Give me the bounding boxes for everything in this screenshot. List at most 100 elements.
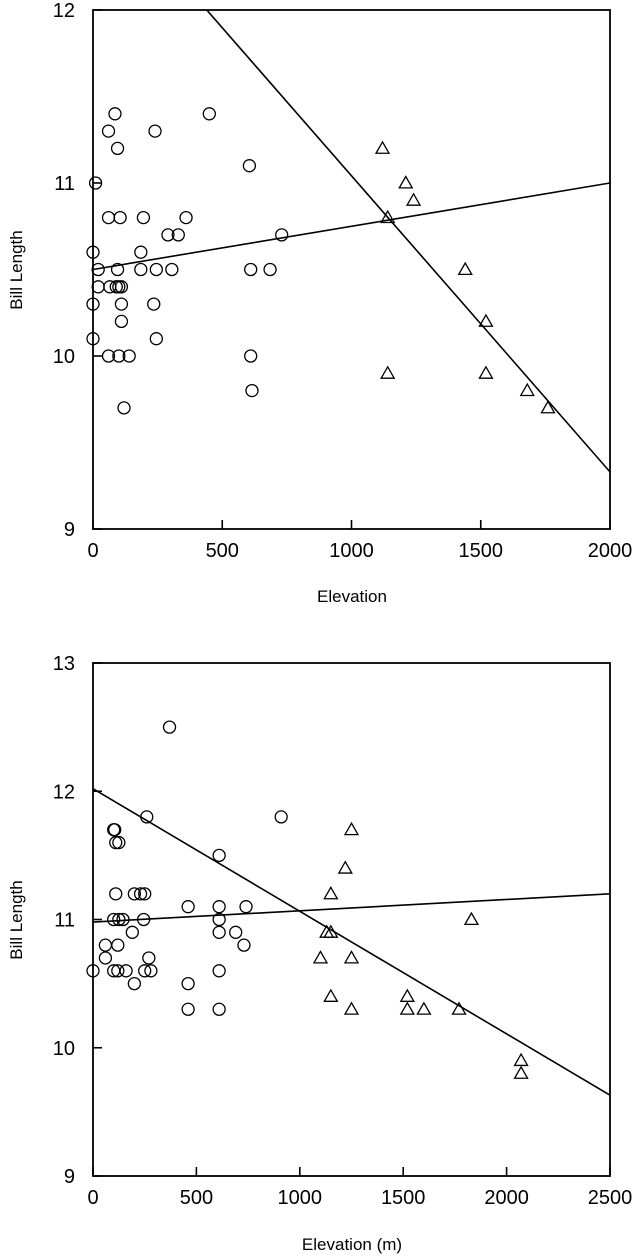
x-tick-label: 500 [180,1187,213,1209]
y-axis-label: Bill Length [7,230,26,309]
y-tick-label: 9 [64,1166,75,1188]
fit-lines [93,787,610,1096]
chart-elevation-m-vs-bill-length: Bill Length Elevation (m) 0 500 1000 1500 20… [7,653,632,1254]
triangle-point [323,924,339,938]
circle-point [119,964,133,978]
circle-point [109,835,123,850]
circle-point [108,107,122,121]
circle-point [134,245,148,259]
x-tick-label: 0 [87,1187,98,1209]
fit-line-2 [206,10,610,473]
circle-point [161,228,175,242]
y-tick-label: 13 [53,653,75,675]
x-axis-label: Elevation (m) [302,1235,402,1254]
circle-point [127,976,142,991]
circle-point [212,848,226,863]
x-tick-label: 2500 [588,1187,633,1209]
chart-elevation-vs-bill-length: Bill Length Elevation 0 500 1000 1500 2000 9 1… [7,0,632,606]
circle-point [212,912,226,927]
fit-lines [93,10,610,473]
circle-point [239,900,253,914]
circle-point [181,900,195,914]
circle-point [149,332,163,346]
x-axis-label: Elevation [317,587,387,606]
circle-point [108,823,122,837]
circle-point [112,835,126,850]
plot-frame [92,662,611,1177]
circle-point [134,262,148,277]
circle-point [148,124,162,138]
circle-point [88,176,103,190]
circle-point [107,823,121,837]
fit-line-1 [93,182,610,271]
circle-point [117,401,131,415]
circle-point [162,720,177,734]
circle-point [112,280,126,294]
circle-point [242,159,257,173]
circle-point [86,245,100,259]
circle-point [149,262,163,277]
circle-point [91,262,105,277]
triangle-point [343,950,360,964]
circle-point [171,228,185,242]
circle-point [86,332,100,346]
triangle-point [323,886,339,900]
triangle-point [343,1001,360,1015]
circle-point [133,887,148,901]
circle-point [212,900,226,914]
circle-point [112,349,126,363]
triangle-point [416,1001,432,1015]
x-tick-label: 2000 [588,540,633,562]
x-tick-label: 0 [87,540,98,562]
fit-line-1 [93,893,610,923]
triangle-point [337,860,353,874]
triangle-point [478,313,494,327]
fit-line-2 [93,787,610,1096]
circle-point [244,349,258,363]
y-tick-label: 10 [53,346,75,368]
circle-point [147,297,161,311]
circle-point [245,383,259,398]
circle-point [111,964,125,978]
y-tick-label: 9 [64,519,75,541]
circle-point [212,1002,226,1016]
circle-point [114,314,129,329]
circle-point [110,141,125,156]
y-tick-label: 12 [53,0,75,22]
triangle-point [405,192,422,206]
triangle-point [399,988,415,1002]
x-tick-label: 1000 [278,1187,323,1209]
circle-point [101,210,116,225]
circle-point [112,912,126,927]
circle-point [127,887,142,901]
circle-point [144,964,158,978]
triangle-point [398,175,414,189]
triangle-point [451,1001,467,1015]
x-tick-label: 2000 [484,1187,529,1209]
circle-point [114,280,129,294]
triangle-point [513,1052,529,1067]
x-tick-label: 1500 [459,540,504,562]
triangle-point [380,209,396,224]
circle-point [136,210,151,225]
x-tick-label: 1000 [329,540,374,562]
triangle-point [540,400,556,414]
x-tick-label: 500 [206,540,239,562]
circle-point [98,951,113,965]
circle-point [111,938,125,952]
circle-point [212,925,226,939]
plot-frame [92,9,611,530]
circle-point [202,107,216,121]
circle-point [142,951,156,965]
circle-point [86,297,100,311]
y-tick-label: 11 [54,173,75,195]
triangle-point [519,382,535,397]
triangle-point [323,988,339,1002]
triangle-point [380,365,396,379]
circle-point [113,210,127,225]
triangle-point [463,911,480,926]
circle-point [275,228,289,242]
circle-point [109,887,123,901]
circle-point [114,297,129,311]
circle-point [116,912,130,927]
